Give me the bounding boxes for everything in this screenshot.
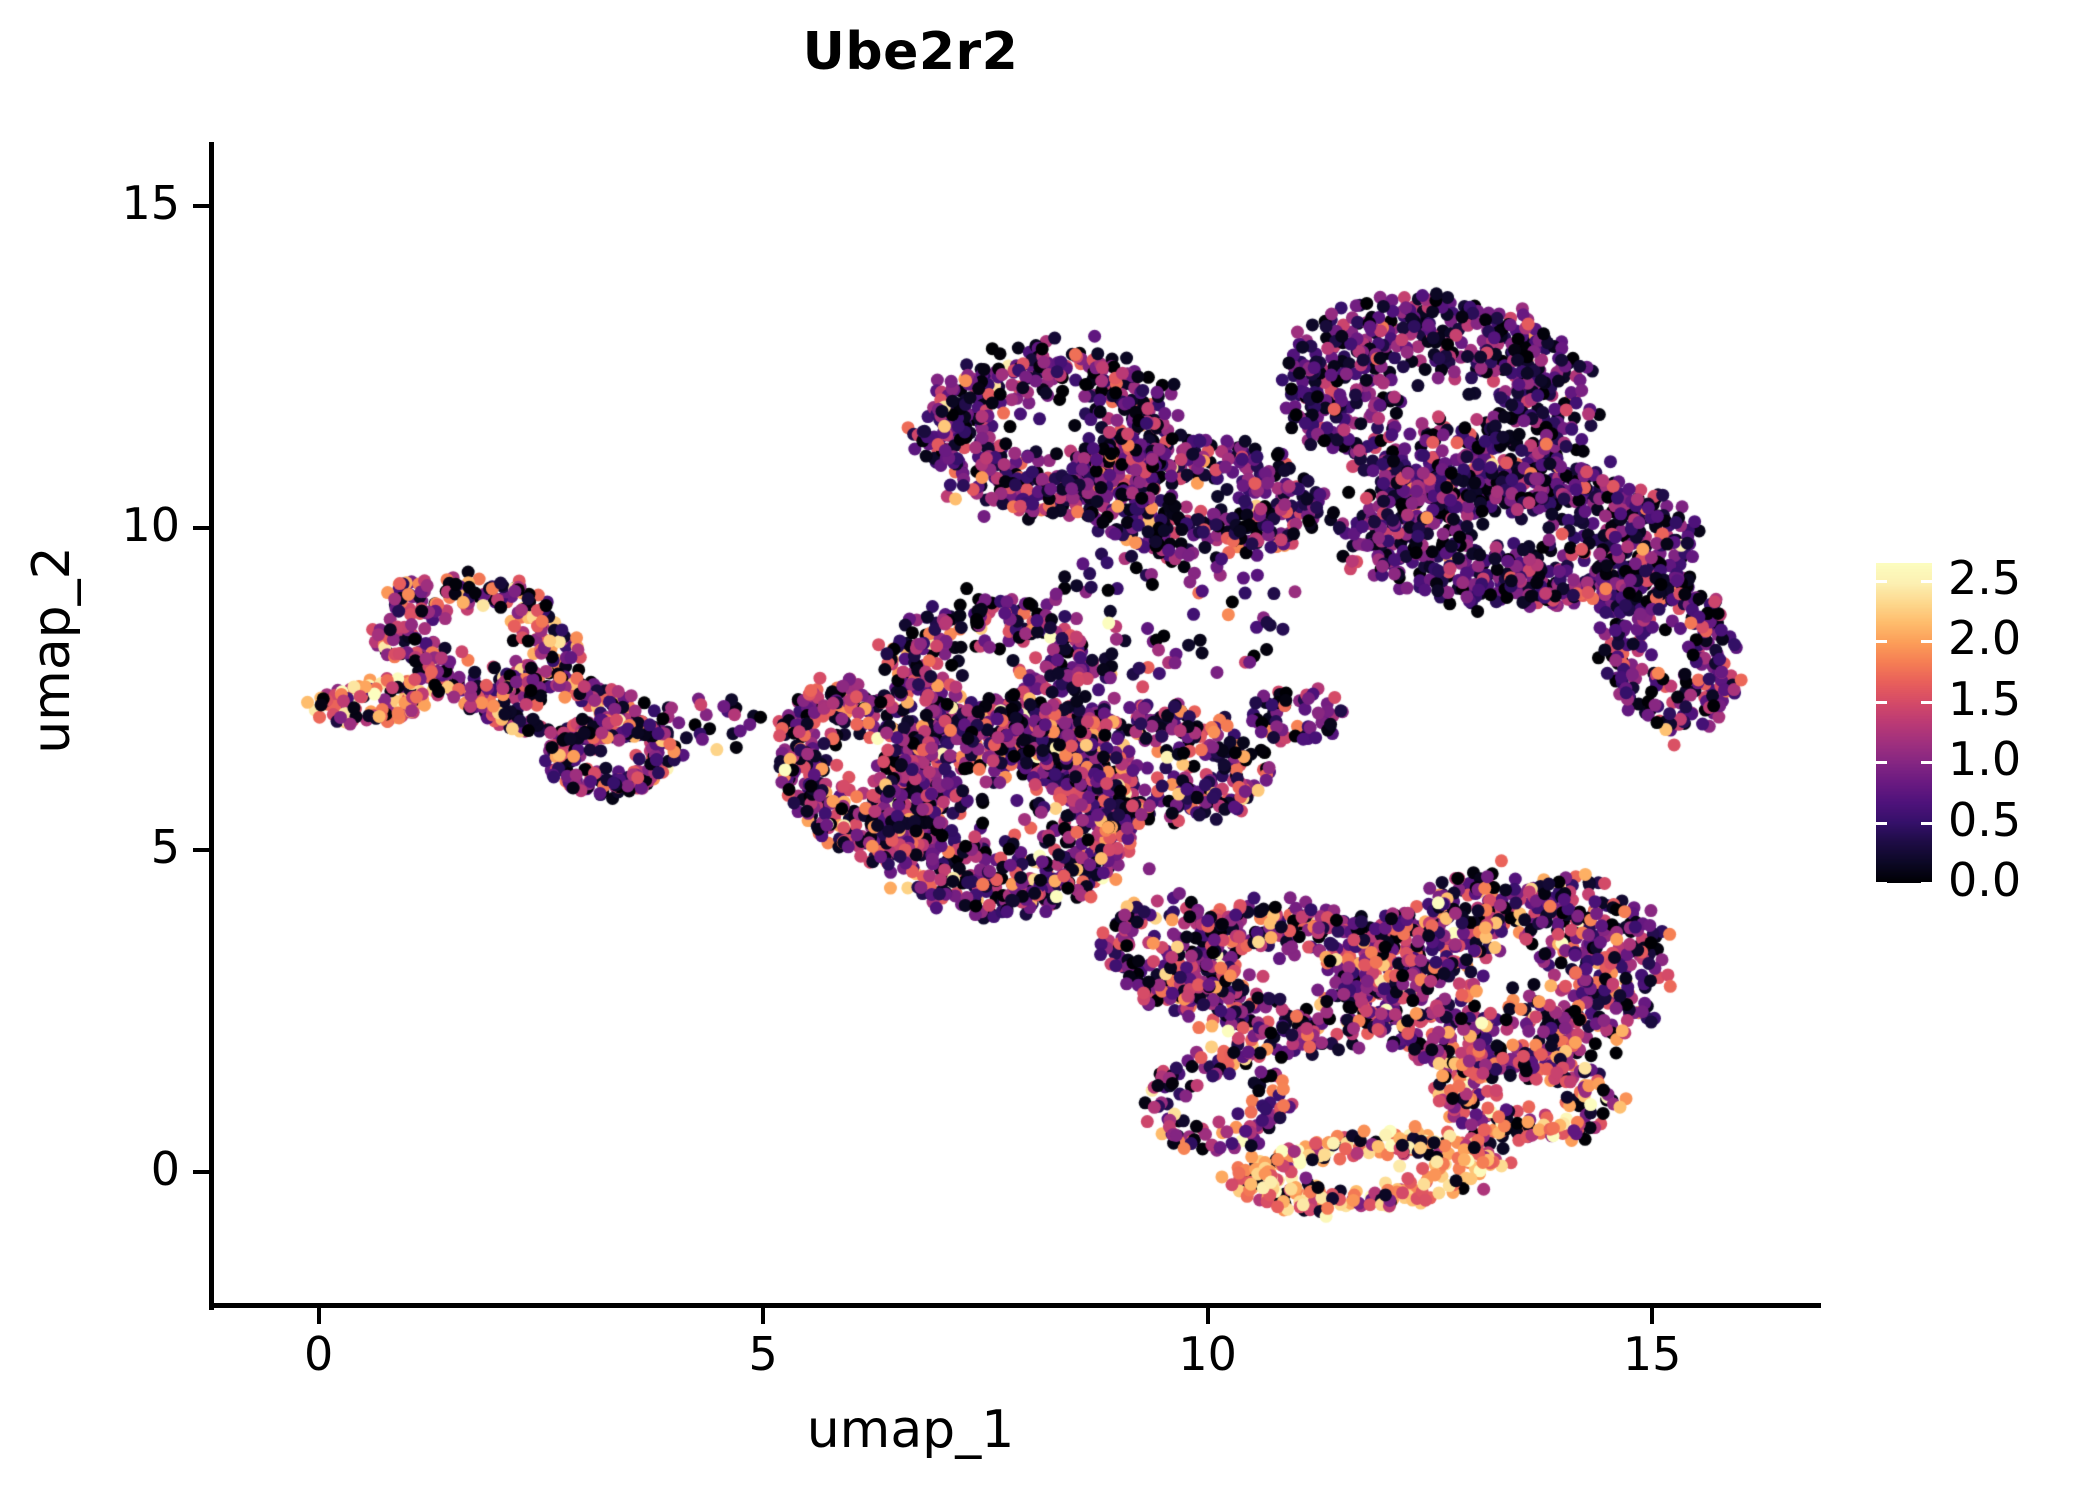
scatter-plot-canvas (212, 142, 1821, 1307)
colorbar-tick-label: 1.5 (1948, 671, 2022, 726)
y-axis-spine (209, 142, 214, 1310)
colorbar-tick-mark (1875, 700, 1933, 704)
x-tick-mark (761, 1308, 766, 1324)
x-tick-mark (316, 1308, 321, 1324)
y-tick-label: 10 (121, 498, 180, 553)
y-tick-label: 5 (150, 820, 180, 874)
colorbar-tick-label: 1.0 (1948, 732, 2022, 787)
colorbar-tick-mark (1875, 821, 1933, 825)
x-tick-label: 15 (1622, 1327, 1682, 1381)
x-tick-label: 0 (304, 1327, 334, 1381)
x-axis-label: umap_1 (806, 1400, 1015, 1460)
colorbar-tick-mark (1875, 580, 1933, 584)
x-tick-label: 5 (748, 1327, 778, 1381)
y-tick-mark (193, 204, 209, 209)
x-axis-spine (209, 1303, 1821, 1308)
colorbar-tick-mark (1875, 761, 1933, 765)
page-title: Ube2r2 (802, 22, 1019, 82)
colorbar-tick-label: 0.5 (1948, 792, 2022, 847)
x-tick-label: 10 (1178, 1327, 1237, 1381)
y-tick-label: 0 (150, 1141, 180, 1196)
colorbar-gradient (1876, 563, 1932, 883)
x-tick-mark (1205, 1308, 1210, 1324)
colorbar (1876, 563, 1932, 883)
plot-axes-area (212, 142, 1821, 1307)
y-tick-label: 15 (121, 176, 180, 231)
y-tick-mark (193, 526, 209, 531)
colorbar-tick-label: 2.0 (1948, 611, 2022, 666)
x-tick-mark (1650, 1308, 1655, 1324)
y-axis-label: umap_2 (22, 546, 82, 754)
colorbar-tick-label: 2.5 (1948, 551, 2022, 606)
y-tick-mark (193, 1169, 209, 1174)
colorbar-tick-mark (1875, 882, 1933, 885)
colorbar-tick-label: 0.0 (1948, 853, 2022, 907)
colorbar-tick-mark (1875, 640, 1933, 644)
y-tick-mark (193, 848, 209, 852)
